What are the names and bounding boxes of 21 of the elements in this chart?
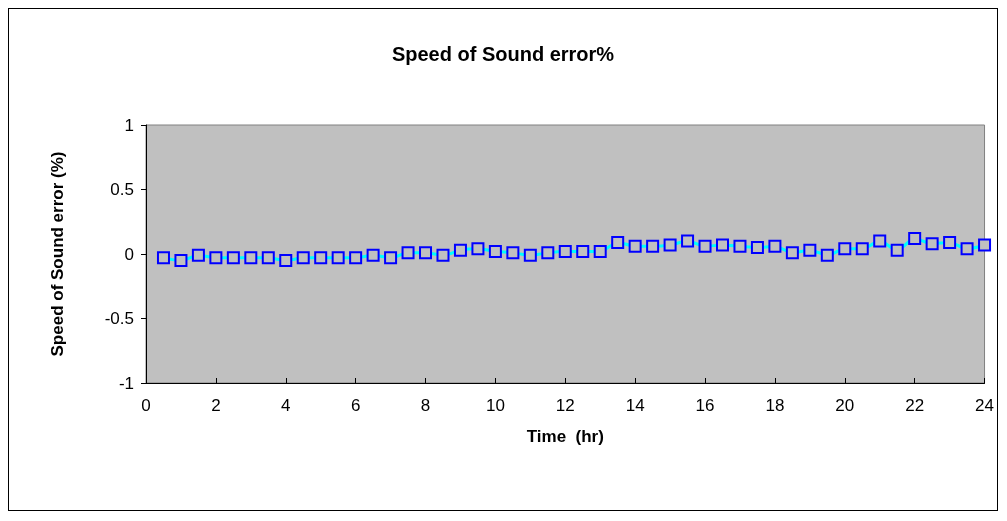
y-tick-label: 1 — [124, 115, 134, 135]
x-tick-label: 16 — [695, 396, 715, 415]
y-axis-title: Speed of Sound error (%) — [48, 151, 67, 357]
x-tick-label: 12 — [555, 396, 575, 415]
x-tick-label: 18 — [765, 396, 785, 415]
x-tick-label: 4 — [281, 396, 291, 415]
x-tick-label: 24 — [975, 396, 995, 415]
x-tick-label: 14 — [625, 396, 645, 415]
y-tick-label: 0.5 — [110, 180, 134, 199]
x-tick-label: 10 — [485, 396, 505, 415]
x-tick-label: 22 — [905, 396, 925, 415]
x-tick-label: 0 — [141, 396, 151, 415]
x-tick-label: 2 — [211, 396, 221, 415]
y-tick-label: 0 — [124, 244, 134, 264]
chart-title: Speed of Sound error% — [391, 43, 615, 65]
x-tick-label: 6 — [350, 396, 361, 415]
x-tick-label: 8 — [420, 396, 431, 415]
y-tick-label: -0.5 — [104, 309, 134, 328]
y-tick-label: -1 — [118, 373, 134, 393]
x-tick-label: 20 — [835, 396, 855, 415]
x-axis-title: Time (hr) — [526, 427, 604, 446]
